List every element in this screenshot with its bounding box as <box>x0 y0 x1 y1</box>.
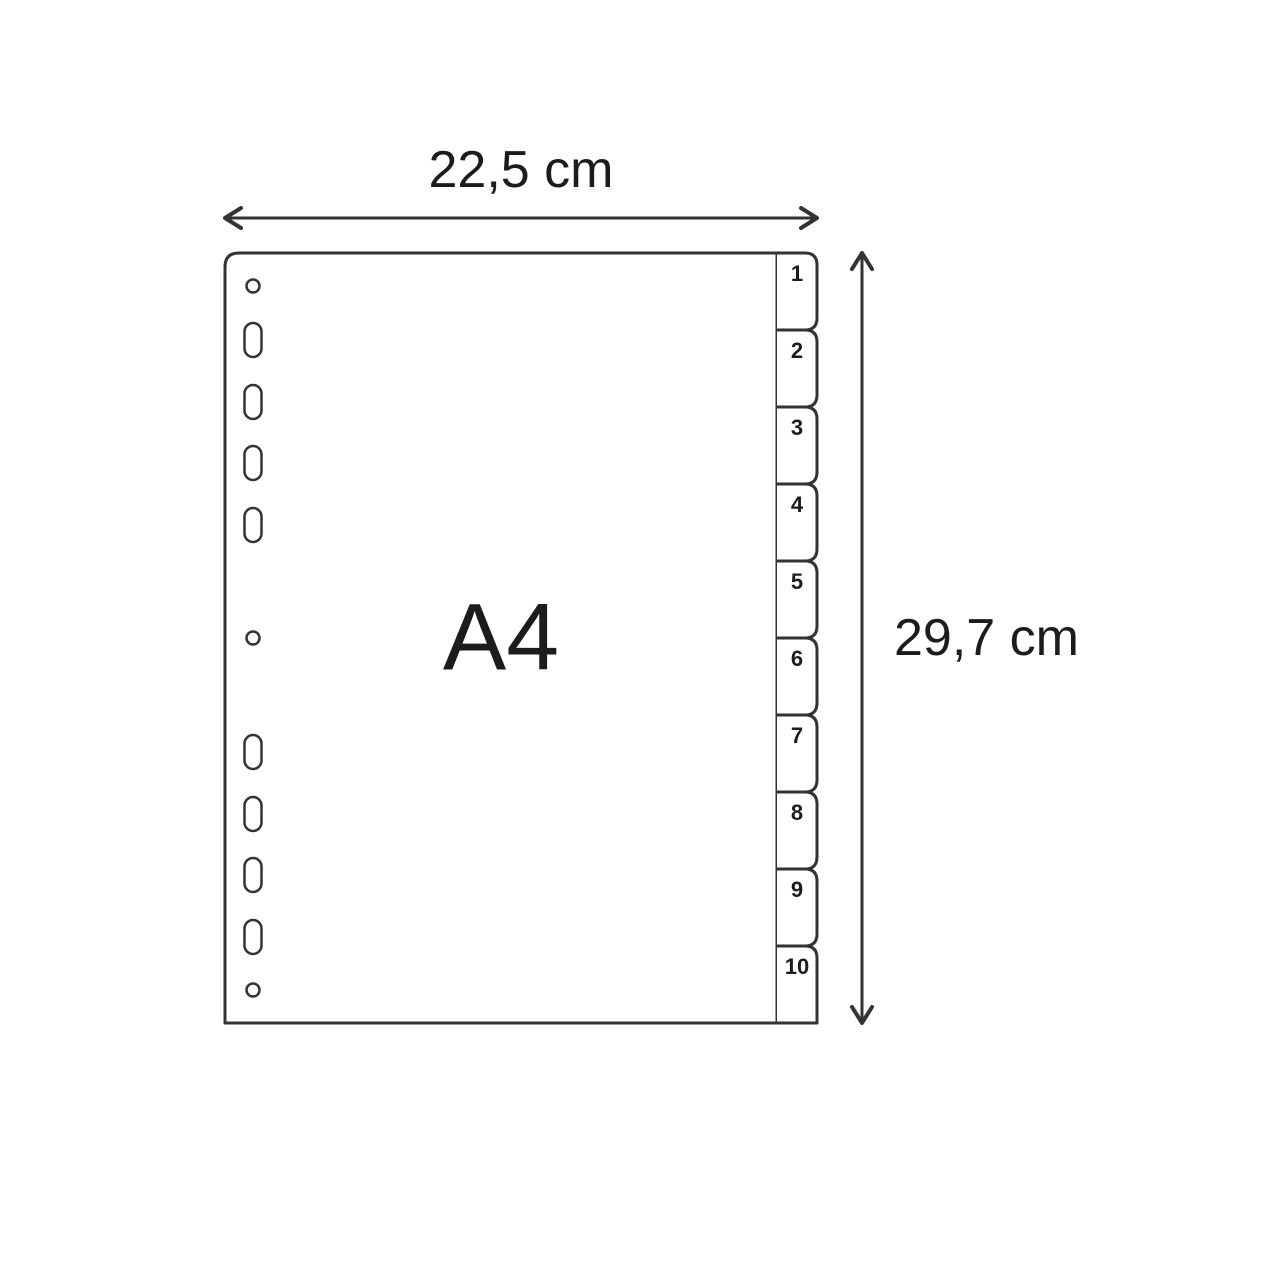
punch-hole-oblong <box>245 858 262 892</box>
punch-hole-oblong <box>245 446 262 480</box>
punch-hole-small <box>247 984 260 997</box>
tab-number-label: 8 <box>791 800 803 826</box>
tab-number-label: 9 <box>791 877 803 903</box>
page-size-label: A4 <box>443 584 559 693</box>
punch-hole-oblong <box>245 385 262 419</box>
tab-number-label: 1 <box>791 261 803 287</box>
punch-hole-oblong <box>245 735 262 769</box>
height-dimension-label: 29,7 cm <box>894 608 1079 668</box>
punch-hole-small <box>247 632 260 645</box>
tab-number-label: 10 <box>785 954 809 980</box>
punch-hole-oblong <box>245 920 262 954</box>
tab-number-label: 2 <box>791 338 803 364</box>
width-dimension-label: 22,5 cm <box>429 140 614 200</box>
tab-number-label: 4 <box>791 492 803 518</box>
tab-number-label: 3 <box>791 415 803 441</box>
punch-hole-oblong <box>245 323 262 357</box>
tab-number-label: 6 <box>791 646 803 672</box>
diagram-canvas: 22,5 cm 29,7 cm A4 1 2 3 4 5 6 7 8 9 10 <box>0 0 1280 1280</box>
tab-number-label: 5 <box>791 569 803 595</box>
punch-hole-oblong <box>245 797 262 831</box>
punch-hole-oblong <box>245 508 262 542</box>
tab-number-label: 7 <box>791 723 803 749</box>
punch-hole-small <box>247 280 260 293</box>
diagram-svg <box>0 0 1280 1280</box>
